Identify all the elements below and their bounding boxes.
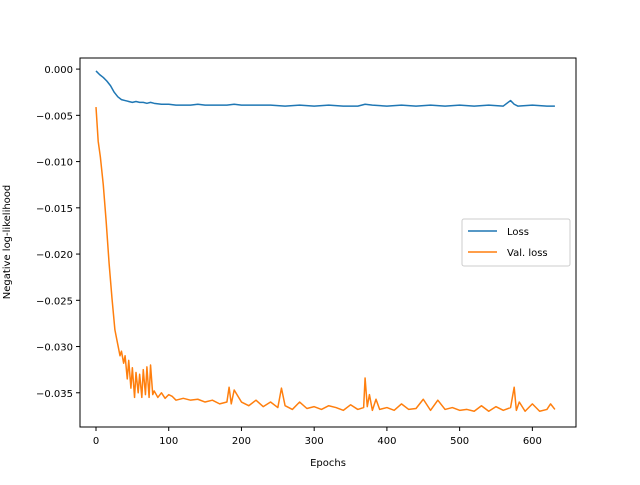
legend-label-loss: Loss [507, 227, 529, 238]
legend: Loss Val. loss [461, 218, 571, 267]
x-tick-label: 200 [232, 436, 251, 447]
x-tick-label: 0 [93, 436, 99, 447]
y-tick-label: −0.035 [36, 389, 73, 400]
y-tick-label: −0.025 [36, 296, 73, 307]
y-tick-label: −0.010 [36, 158, 73, 169]
x-tick-label: 300 [305, 436, 324, 447]
series-line-loss [95, 70, 555, 107]
x-tick-label: 500 [450, 436, 469, 447]
x-axis: 0 100 200 300 400 500 600 [93, 427, 542, 447]
x-tick-label: 600 [523, 436, 542, 447]
x-tick-label: 100 [159, 436, 178, 447]
series-line-val-loss [95, 106, 556, 413]
y-tick-label: −0.030 [36, 343, 73, 354]
y-tick-label: −0.015 [36, 204, 73, 215]
legend-label-val-loss: Val. loss [507, 248, 548, 259]
y-tick-label: −0.020 [36, 250, 73, 261]
y-tick-label: 0.000 [44, 65, 73, 76]
y-tick-label: −0.005 [36, 111, 73, 122]
axes-frame [79, 57, 577, 428]
x-axis-label: Epochs [310, 458, 346, 469]
y-axis: 0.000 −0.005 −0.010 −0.015 −0.020 −0.025 −0.03… [36, 65, 80, 400]
x-tick-label: 400 [377, 436, 396, 447]
y-axis-label: Negative log-likelihood [2, 185, 13, 300]
plot-area [95, 70, 556, 413]
